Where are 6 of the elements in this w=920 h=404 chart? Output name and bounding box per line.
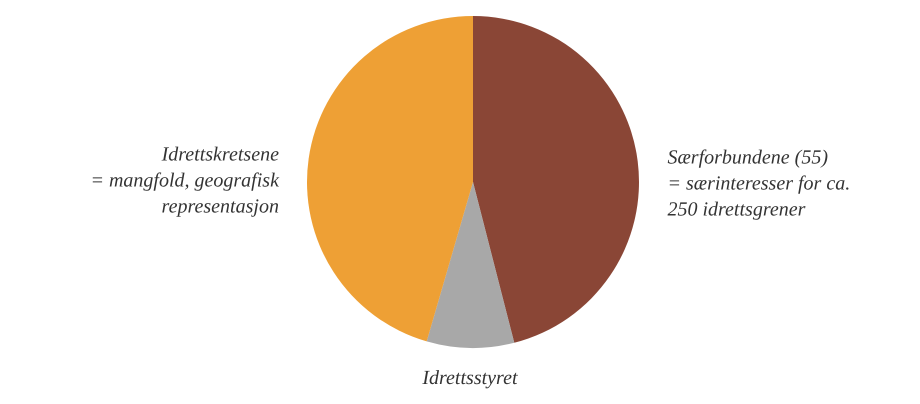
slice-label: Idrettskretsene = mangfold, geografisk representasjon <box>90 143 280 218</box>
pie-slice <box>473 16 639 343</box>
pie-slice <box>426 182 514 348</box>
pie-slice <box>307 16 473 342</box>
slice-label: Særforbundene (55) = særinteresser for ca. 250 idrettsgrener <box>667 146 850 220</box>
slice-label: Idrettsstyret <box>421 366 518 389</box>
